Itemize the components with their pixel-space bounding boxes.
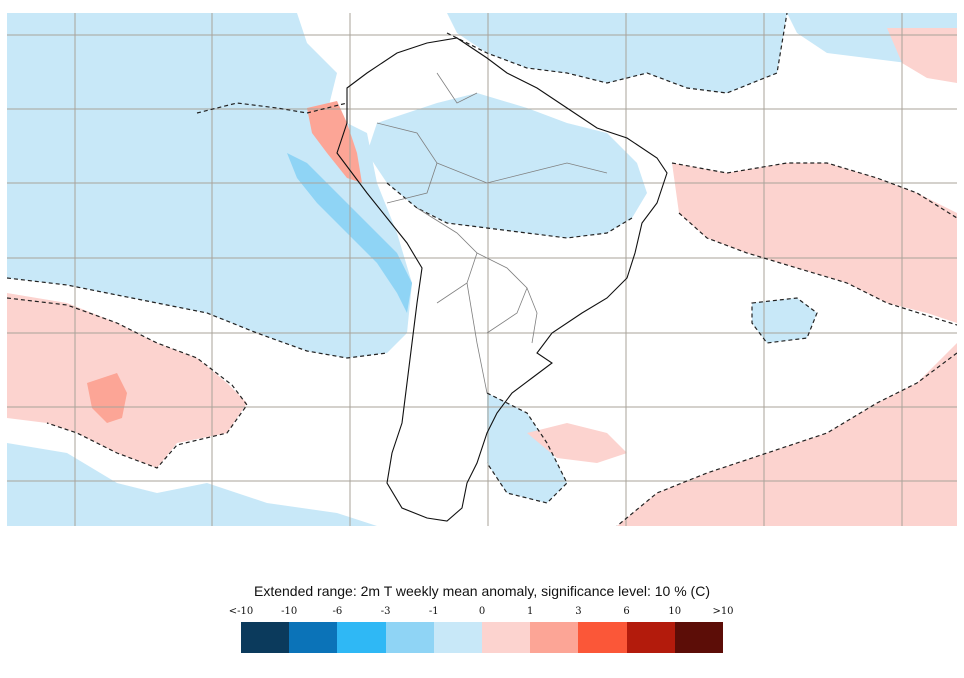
cold-anomaly-mid-atlantic — [752, 298, 817, 343]
significance-contours — [7, 13, 957, 526]
cold-anomaly-pacific — [7, 13, 412, 358]
legend-swatch — [241, 622, 290, 653]
cold-anomaly-south-pacific — [7, 443, 377, 526]
legend-color-bar — [241, 622, 724, 653]
graticule — [7, 13, 957, 526]
legend-tick-label: >10 — [712, 606, 734, 617]
legend-tick-label: -3 — [380, 606, 391, 617]
legend-swatch — [674, 622, 724, 653]
warm-anomaly-south-pacific — [7, 293, 247, 468]
legend-tick-label: 10 — [668, 606, 682, 617]
warm-anomaly-northeast — [887, 28, 957, 83]
warm-anomaly-peru — [307, 101, 362, 183]
legend-swatch — [578, 622, 627, 653]
legend-tick-label: -1 — [428, 606, 439, 617]
legend-ticks: <-10 -10 -6 -3 -1 0 1 3 6 10 >10 — [220, 606, 750, 620]
legend-tick-label: 3 — [575, 606, 582, 617]
legend-tick-label: <-10 — [228, 606, 254, 617]
legend-swatch — [530, 622, 579, 653]
cold-anomaly-north-atlantic — [447, 13, 787, 93]
warm-anomaly-southeast — [617, 343, 957, 526]
legend-swatch — [626, 622, 675, 653]
cold-anomaly-south-atlantic — [487, 393, 567, 503]
legend-tick-label: -10 — [281, 606, 298, 617]
legend-tick-label: 0 — [478, 606, 486, 617]
warm-anomaly-core-pacific — [87, 373, 127, 423]
anomaly-map — [7, 13, 957, 526]
country-borders — [376, 72, 608, 394]
warm-anomaly-east-atlantic — [672, 163, 957, 323]
legend-swatch — [289, 622, 338, 653]
legend-tick-label: 6 — [623, 606, 630, 617]
legend-swatch — [337, 622, 386, 653]
legend-swatch — [433, 622, 483, 653]
legend-title: Extended range: 2m T weekly mean anomaly… — [253, 583, 710, 599]
cold-anomaly-amazon — [367, 93, 647, 238]
legend-swatch — [482, 622, 531, 653]
legend-tick-label: -6 — [332, 606, 343, 617]
legend-swatch — [385, 622, 434, 653]
legend-tick-label: 1 — [527, 606, 534, 617]
coastlines — [336, 37, 668, 522]
